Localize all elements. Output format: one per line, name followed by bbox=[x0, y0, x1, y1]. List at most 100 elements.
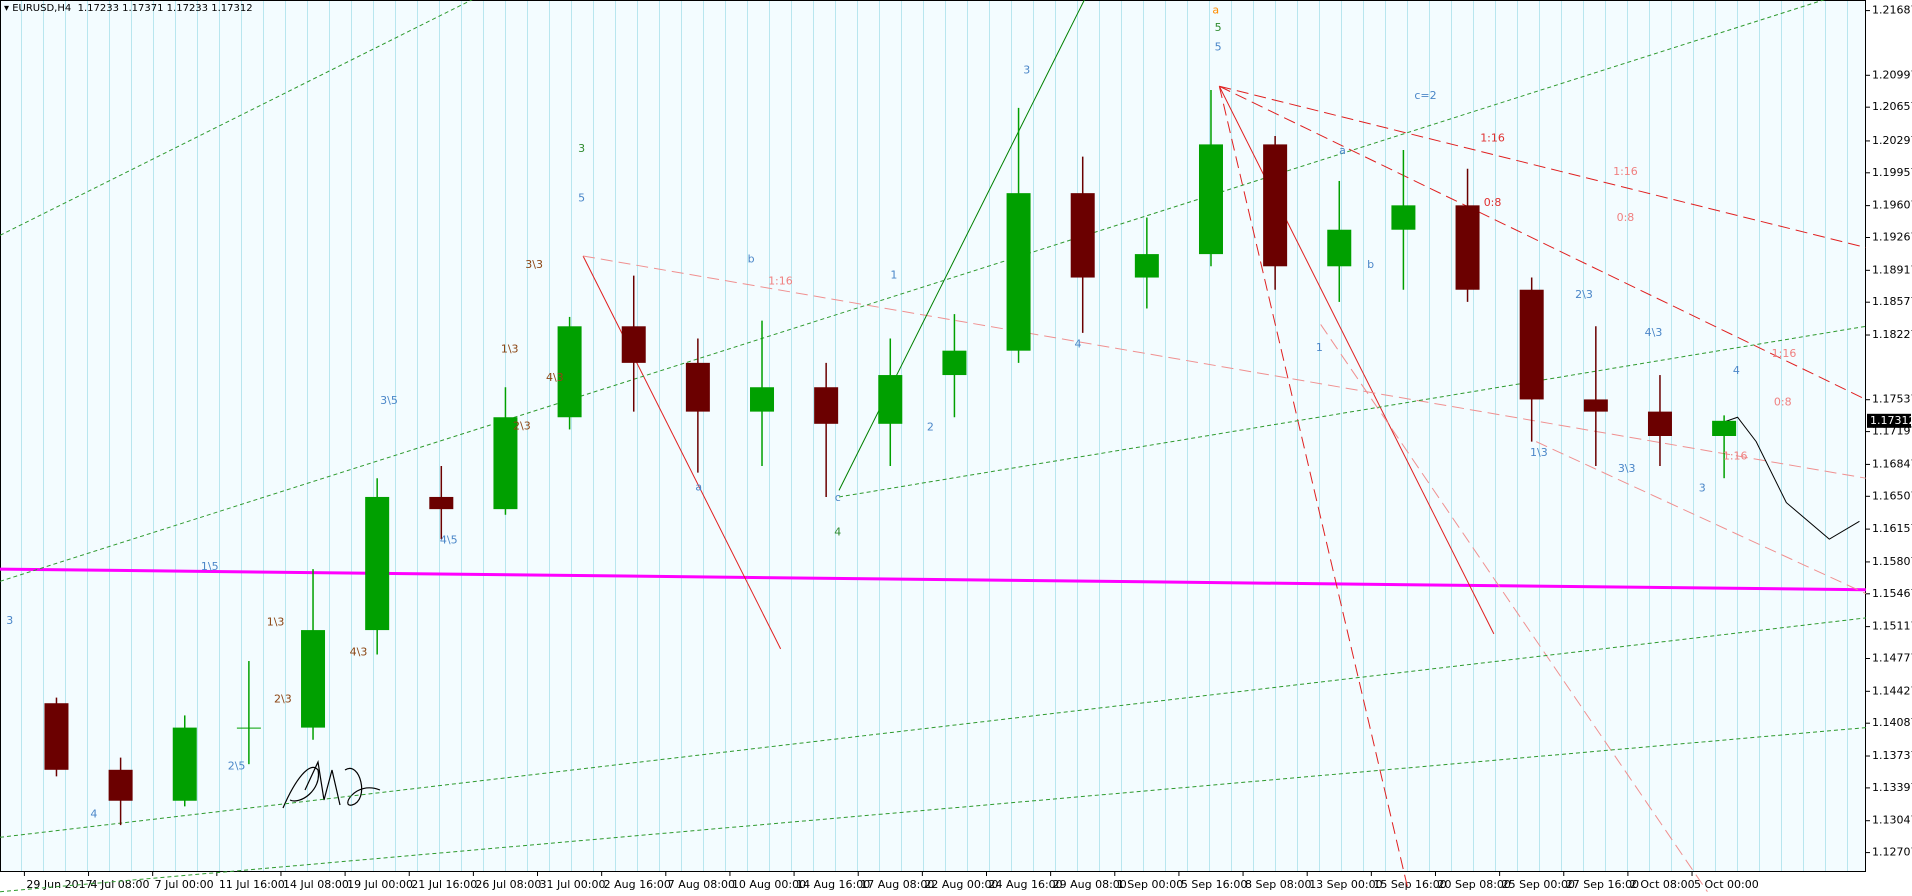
trendline bbox=[838, 325, 1866, 498]
y-tick-label: 1.14777 bbox=[1872, 652, 1912, 665]
trendline bbox=[1713, 416, 1860, 540]
wave-label: 1:16 bbox=[1480, 131, 1505, 144]
x-tick-label: 7 Aug 08:00 bbox=[668, 878, 735, 891]
trendline bbox=[1218, 86, 1410, 892]
trendline bbox=[0, 617, 1866, 838]
candle-body bbox=[301, 630, 326, 728]
candle-body bbox=[621, 326, 646, 363]
y-tick-label: 1.21687 bbox=[1872, 4, 1912, 17]
header-low: 1.17233 bbox=[166, 3, 209, 14]
candle-body bbox=[750, 387, 775, 412]
trendline bbox=[582, 255, 1866, 479]
signature bbox=[282, 759, 381, 809]
trendlines bbox=[0, 0, 1867, 893]
wave-label: 1\3 bbox=[267, 615, 285, 628]
wave-label: b bbox=[1367, 258, 1374, 271]
candle-body bbox=[429, 496, 454, 510]
header-close: 1.17312 bbox=[211, 3, 253, 14]
wave-label: 0:8 bbox=[1774, 395, 1792, 408]
x-tick-label: 4 Jul 08:00 bbox=[91, 878, 150, 891]
trendline bbox=[1219, 85, 1866, 249]
y-tick-label: 1.17197 bbox=[1872, 425, 1912, 438]
x-tick-label: 14 Jul 08:00 bbox=[283, 878, 349, 891]
wave-label: 1:16 bbox=[768, 274, 793, 287]
candle-body bbox=[1519, 289, 1544, 400]
trendline bbox=[1219, 85, 1867, 400]
wave-label: 2 bbox=[927, 421, 934, 434]
wave-label: 2\3 bbox=[513, 419, 531, 432]
candle-body bbox=[493, 417, 518, 510]
wave-label: a bbox=[1212, 4, 1219, 17]
candle-body bbox=[365, 496, 390, 631]
price-marker-label: 1.17312 bbox=[1870, 414, 1912, 427]
wave-label: 3\3 bbox=[1618, 462, 1636, 475]
candle-body bbox=[814, 387, 839, 424]
y-tick-label: 1.14087 bbox=[1872, 716, 1912, 729]
x-tick-label: 29 Jun 2017 bbox=[26, 878, 92, 891]
candle-body bbox=[44, 703, 69, 770]
y-tick-label: 1.16157 bbox=[1872, 522, 1912, 535]
wave-label: 5 bbox=[1215, 40, 1222, 53]
wave-label: 4\5 bbox=[440, 534, 458, 547]
trendline bbox=[1320, 324, 1708, 892]
wave-label: 1 bbox=[890, 269, 897, 282]
trendline bbox=[1218, 86, 1495, 635]
candles bbox=[44, 90, 1737, 826]
plot-frame bbox=[0, 0, 1866, 872]
wave-label: 2\3 bbox=[274, 692, 292, 705]
candle-body bbox=[1455, 205, 1480, 290]
y-tick-label: 1.15807 bbox=[1872, 555, 1912, 568]
wave-label: 0:8 bbox=[1484, 196, 1502, 209]
wave-label: 1:16 bbox=[1723, 449, 1748, 462]
x-tick-label: 5 Sep 16:00 bbox=[1181, 878, 1247, 891]
wave-label: 4 bbox=[1074, 338, 1081, 351]
x-tick-label: 8 Sep 08:00 bbox=[1245, 878, 1311, 891]
candle-body bbox=[1070, 193, 1095, 278]
wave-label: 2\3 bbox=[1575, 288, 1593, 301]
y-tick-label: 1.18917 bbox=[1872, 263, 1912, 276]
x-tick-label: 29 Aug 08:00 bbox=[1053, 878, 1127, 891]
wave-label: 2\5 bbox=[228, 759, 246, 772]
trendline bbox=[0, 727, 1866, 893]
y-tick-label: 1.14427 bbox=[1872, 684, 1912, 697]
x-tick-label: 26 Jul 08:00 bbox=[475, 878, 541, 891]
wave-label: 3\3 bbox=[525, 258, 543, 271]
wave-label: 4 bbox=[90, 808, 97, 821]
y-tick-label: 1.18577 bbox=[1872, 295, 1912, 308]
candle-body bbox=[236, 727, 261, 729]
y-tick-label: 1.20997 bbox=[1872, 68, 1912, 81]
price-marker bbox=[1867, 413, 1911, 428]
wave-label: 5 bbox=[578, 191, 585, 204]
y-tick-label: 1.15467 bbox=[1872, 587, 1912, 600]
wave-label: 3\5 bbox=[380, 394, 398, 407]
x-tick-label: 22 Aug 00:00 bbox=[924, 878, 998, 891]
y-tick-label: 1.17537 bbox=[1872, 393, 1912, 406]
candle-body bbox=[1006, 193, 1031, 351]
wave-label: 4 bbox=[1733, 364, 1740, 377]
candle-body bbox=[1198, 144, 1223, 255]
wave-label: c=2 bbox=[1414, 89, 1436, 102]
trendline bbox=[1535, 441, 1867, 594]
trendline bbox=[838, 0, 1085, 491]
y-tick-label: 1.13047 bbox=[1872, 814, 1912, 827]
x-tick-label: 19 Jul 00:00 bbox=[347, 878, 413, 891]
x-tick-label: 15 Sep 16:00 bbox=[1373, 878, 1446, 891]
y-tick-label: 1.16507 bbox=[1872, 489, 1912, 502]
y-tick-label: 1.19267 bbox=[1872, 231, 1912, 244]
wave-label: 4\3 bbox=[546, 371, 564, 384]
candle-body bbox=[1583, 399, 1608, 412]
x-tick-label: 31 Jul 00:00 bbox=[540, 878, 606, 891]
wave-label: a bbox=[1339, 144, 1346, 157]
wave-label: 3 bbox=[1023, 64, 1030, 77]
x-tick-label: 14 Aug 16:00 bbox=[796, 878, 870, 891]
x-tick-label: 2 Aug 16:00 bbox=[604, 878, 671, 891]
header-high: 1.17371 bbox=[122, 3, 164, 14]
wave-label: 5 bbox=[1215, 21, 1222, 34]
candle-body bbox=[557, 326, 582, 418]
wave-label: 1:16 bbox=[1772, 347, 1797, 360]
header-open: 1.17233 bbox=[77, 3, 119, 14]
trendline bbox=[0, 0, 1826, 582]
x-tick-label: 24 Aug 16:00 bbox=[989, 878, 1063, 891]
y-tick-label: 1.20657 bbox=[1872, 100, 1912, 113]
